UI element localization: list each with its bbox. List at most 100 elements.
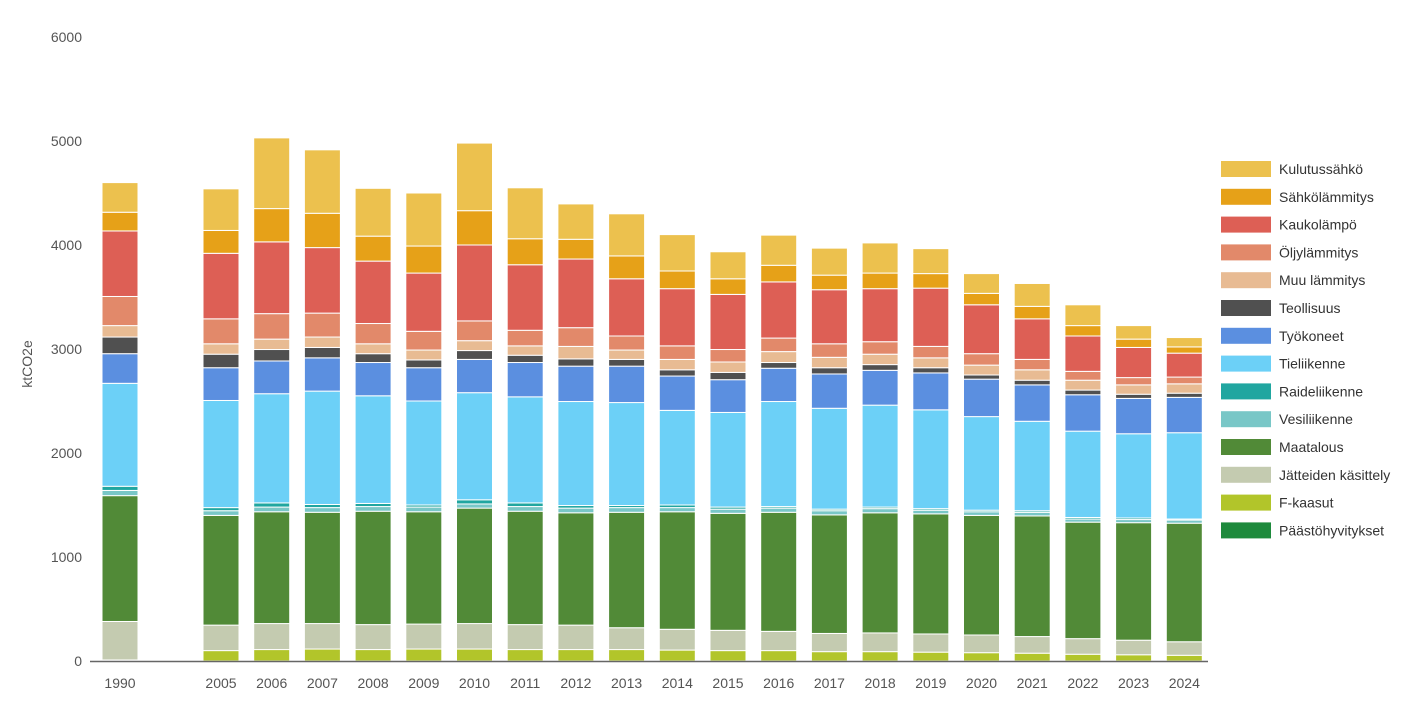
bar-segment[interactable] [810, 343, 848, 358]
bar-segment[interactable] [1064, 379, 1102, 391]
bar-segment[interactable] [1064, 335, 1102, 372]
bar-segment[interactable] [506, 264, 544, 331]
bar-segment[interactable] [354, 187, 392, 237]
bar-segment[interactable] [608, 255, 646, 280]
bar-segment[interactable] [506, 187, 544, 240]
bar-segment[interactable] [303, 390, 341, 505]
bar-segment[interactable] [253, 649, 291, 662]
bar-segment[interactable] [963, 273, 1000, 294]
bar-segment[interactable] [1013, 305, 1051, 320]
bar-segment[interactable] [912, 409, 950, 510]
bar-segment[interactable] [1165, 352, 1203, 378]
bar-segment[interactable] [202, 229, 240, 254]
bar-segment[interactable] [456, 340, 493, 352]
bar-segment[interactable] [405, 330, 443, 351]
bar-segment[interactable] [303, 212, 341, 249]
bar-segment[interactable] [354, 260, 392, 325]
bar-segment[interactable] [1115, 384, 1153, 395]
legend-item[interactable]: Sähkölämmitys [1221, 188, 1374, 205]
bar-segment[interactable] [253, 506, 291, 513]
bar-segment[interactable] [405, 367, 443, 402]
bar-segment[interactable] [506, 345, 544, 356]
bar-segment[interactable] [1115, 346, 1153, 379]
bar-segment[interactable] [1115, 522, 1153, 641]
bar-segment[interactable] [253, 360, 291, 395]
bar-segment[interactable] [963, 304, 1000, 355]
bar-segment[interactable] [354, 362, 392, 397]
bar-segment[interactable] [1013, 318, 1051, 360]
bar-segment[interactable] [709, 379, 747, 413]
bar-segment[interactable] [963, 374, 1000, 380]
bar-segment[interactable] [202, 399, 240, 509]
bar-segment[interactable] [709, 512, 747, 631]
bar-segment[interactable] [456, 320, 493, 342]
bar-segment[interactable] [1165, 522, 1203, 643]
bar-segment[interactable] [810, 510, 848, 516]
bar-segment[interactable] [101, 485, 139, 491]
bar-segment[interactable] [963, 364, 1000, 376]
bar-segment[interactable] [456, 358, 493, 394]
bar-segment[interactable] [760, 362, 798, 369]
bar-segment[interactable] [557, 649, 595, 662]
bar-segment[interactable] [760, 264, 798, 283]
bar-segment[interactable] [861, 508, 899, 514]
legend-item[interactable]: Raideliikenne [1221, 383, 1363, 400]
bar-segment[interactable] [1013, 384, 1051, 422]
bar-segment[interactable] [101, 620, 139, 661]
bar-segment[interactable] [1115, 377, 1153, 386]
bar-segment[interactable] [506, 502, 544, 508]
bar-segment[interactable] [557, 365, 595, 403]
bar-segment[interactable] [303, 511, 341, 625]
bar-segment[interactable] [405, 349, 443, 361]
bar-segment[interactable] [861, 632, 899, 653]
bar-segment[interactable] [456, 350, 493, 360]
bar-segment[interactable] [405, 511, 443, 625]
bar-segment[interactable] [506, 624, 544, 651]
bar-segment[interactable] [760, 401, 798, 508]
bar-segment[interactable] [810, 367, 848, 375]
bar-segment[interactable] [1064, 370, 1102, 381]
bar-segment[interactable] [506, 329, 544, 347]
bar-segment[interactable] [709, 349, 747, 363]
bar-segment[interactable] [608, 278, 646, 337]
legend-item[interactable]: Muu lämmitys [1221, 272, 1365, 289]
bar-segment[interactable] [101, 211, 139, 232]
bar-segment[interactable] [810, 651, 848, 662]
bar-segment[interactable] [354, 395, 392, 504]
bar-segment[interactable] [608, 507, 646, 513]
bar-segment[interactable] [912, 372, 950, 411]
legend-item[interactable]: Öljylämmitys [1221, 243, 1358, 261]
bar-segment[interactable] [912, 367, 950, 374]
bar-segment[interactable] [253, 208, 291, 243]
bar-segment[interactable] [963, 292, 1000, 306]
bar-segment[interactable] [253, 511, 291, 625]
bar-segment[interactable] [456, 623, 493, 650]
bar-segment[interactable] [506, 510, 544, 626]
bar-segment[interactable] [1064, 521, 1102, 640]
bar-segment[interactable] [303, 149, 341, 214]
bar-segment[interactable] [506, 506, 544, 512]
bar-segment[interactable] [810, 373, 848, 409]
bar-segment[interactable] [1013, 282, 1051, 307]
bar-segment[interactable] [1013, 652, 1051, 662]
bar-segment[interactable] [861, 242, 899, 274]
bar-segment[interactable] [709, 650, 747, 662]
bar-segment[interactable] [202, 353, 240, 369]
bar-segment[interactable] [810, 356, 848, 369]
bar-segment[interactable] [709, 629, 747, 652]
bar-segment[interactable] [861, 512, 899, 634]
bar-segment[interactable] [506, 354, 544, 364]
bar-segment[interactable] [506, 362, 544, 398]
legend-item[interactable]: Jätteiden käsittely [1221, 466, 1390, 483]
bar-segment[interactable] [1165, 654, 1203, 662]
bar-segment[interactable] [1115, 338, 1153, 348]
bar-segment[interactable] [1115, 654, 1153, 662]
bar-segment[interactable] [101, 295, 139, 327]
legend-item[interactable]: Vesiliikenne [1221, 411, 1353, 428]
bar-segment[interactable] [861, 369, 899, 406]
bar-segment[interactable] [557, 203, 595, 240]
bar-segment[interactable] [506, 649, 544, 662]
legend-item[interactable]: Työkoneet [1221, 327, 1344, 344]
bar-segment[interactable] [760, 351, 798, 364]
bar-segment[interactable] [1165, 432, 1203, 520]
